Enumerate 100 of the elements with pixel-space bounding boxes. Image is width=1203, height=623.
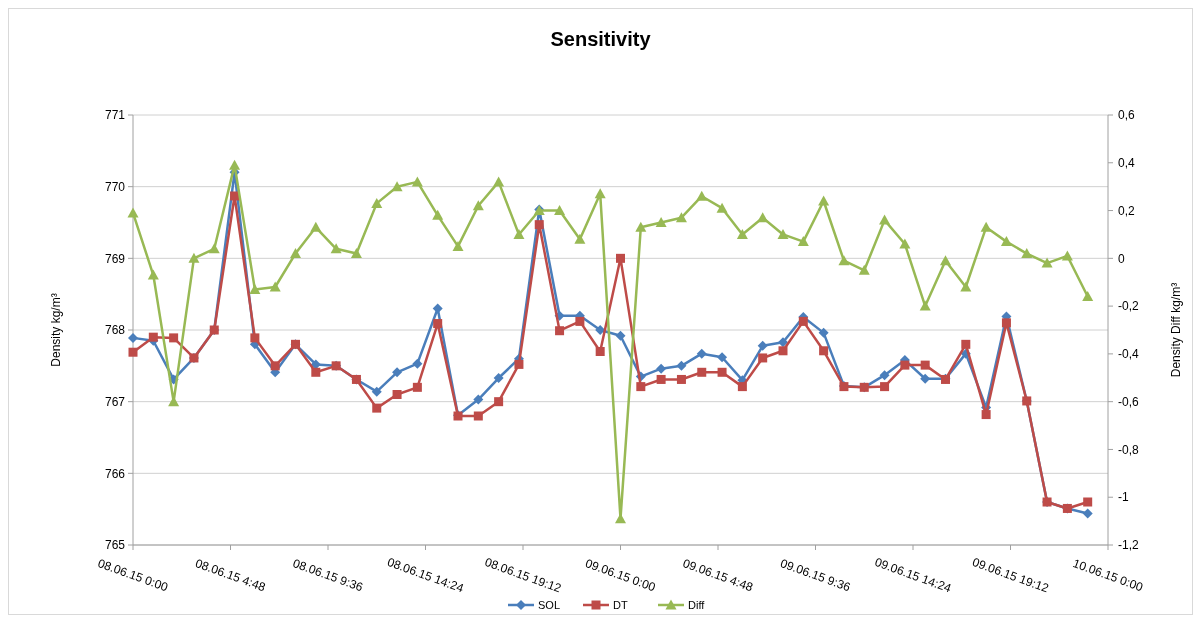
point [961, 339, 971, 349]
point [229, 159, 241, 170]
point [717, 352, 728, 363]
point [594, 188, 606, 199]
y2-tick-label: -1,2 [1118, 538, 1139, 553]
point [391, 181, 403, 192]
point [148, 332, 158, 342]
y2-tick-label: -0,4 [1118, 347, 1139, 362]
point [554, 205, 566, 216]
point [188, 252, 200, 263]
point [818, 327, 829, 338]
point [493, 176, 505, 187]
point [452, 240, 464, 251]
y-tick-label: 768 [104, 323, 126, 338]
legend-label: SOL [538, 598, 561, 611]
point [290, 248, 301, 259]
point [879, 214, 891, 225]
point [595, 347, 605, 356]
point [514, 359, 524, 369]
point [250, 333, 260, 343]
point [1021, 248, 1033, 259]
point [433, 319, 443, 329]
point [1083, 497, 1093, 507]
point [696, 348, 707, 359]
point [656, 363, 667, 374]
point [230, 191, 240, 201]
point [717, 367, 727, 377]
point [574, 233, 586, 244]
point [249, 283, 261, 294]
point [656, 374, 666, 384]
point [919, 300, 931, 311]
y2-tick-label: -0,6 [1118, 394, 1139, 409]
point [128, 332, 138, 343]
point [1041, 257, 1053, 268]
point [635, 221, 647, 232]
y2-tick-label: 0,2 [1118, 203, 1136, 218]
point [838, 255, 850, 266]
point [411, 176, 423, 187]
point [270, 361, 280, 371]
point [940, 255, 951, 266]
point [555, 326, 565, 336]
point [1001, 318, 1011, 328]
point [127, 207, 139, 218]
point [676, 374, 686, 384]
point [432, 303, 443, 314]
point [981, 410, 991, 420]
point [1082, 291, 1094, 302]
point [880, 382, 890, 392]
y2-tick-label: 0,6 [1118, 108, 1136, 123]
point [920, 373, 931, 384]
y2-tick-label: -0,2 [1118, 299, 1139, 314]
point [575, 316, 585, 326]
point [169, 333, 179, 343]
point [737, 382, 747, 392]
point [472, 200, 484, 211]
point [392, 367, 403, 378]
point [1061, 250, 1073, 261]
y2-axis-title: Density Diff kg/m³ [1169, 282, 1183, 378]
point [758, 353, 768, 363]
point [128, 347, 138, 357]
point [330, 243, 342, 254]
point [697, 367, 707, 377]
y-tick-label: 771 [104, 108, 126, 123]
point [655, 217, 667, 227]
legend-label: DT [613, 598, 628, 611]
point [269, 281, 281, 292]
y2-tick-label: -0,8 [1118, 442, 1139, 457]
point [1000, 236, 1012, 247]
point [1082, 508, 1093, 519]
point [778, 346, 788, 356]
point [736, 228, 748, 239]
point [372, 403, 382, 413]
y-tick-label: 765 [104, 538, 126, 553]
y-tick-label: 770 [104, 179, 126, 194]
point [797, 236, 809, 247]
point [696, 190, 708, 201]
point [798, 316, 808, 326]
y-tick-label: 769 [104, 251, 126, 266]
point [676, 360, 687, 371]
point [473, 411, 483, 421]
point [147, 269, 159, 280]
y-axis-title: Density kg/m³ [49, 293, 63, 367]
point [473, 394, 484, 405]
point [392, 390, 402, 399]
point [858, 264, 870, 275]
point [432, 209, 444, 220]
point [208, 243, 220, 254]
y2-tick-label: -1 [1118, 490, 1129, 505]
point [716, 202, 728, 213]
point [777, 228, 789, 239]
point [899, 238, 911, 249]
point [757, 340, 768, 351]
y2-tick-label: 0 [1118, 251, 1125, 266]
point [675, 212, 687, 223]
point [960, 281, 972, 292]
point [371, 386, 382, 397]
point [534, 220, 544, 230]
point [778, 337, 788, 348]
point [412, 358, 423, 369]
chart-title: Sensitivity [550, 28, 652, 50]
